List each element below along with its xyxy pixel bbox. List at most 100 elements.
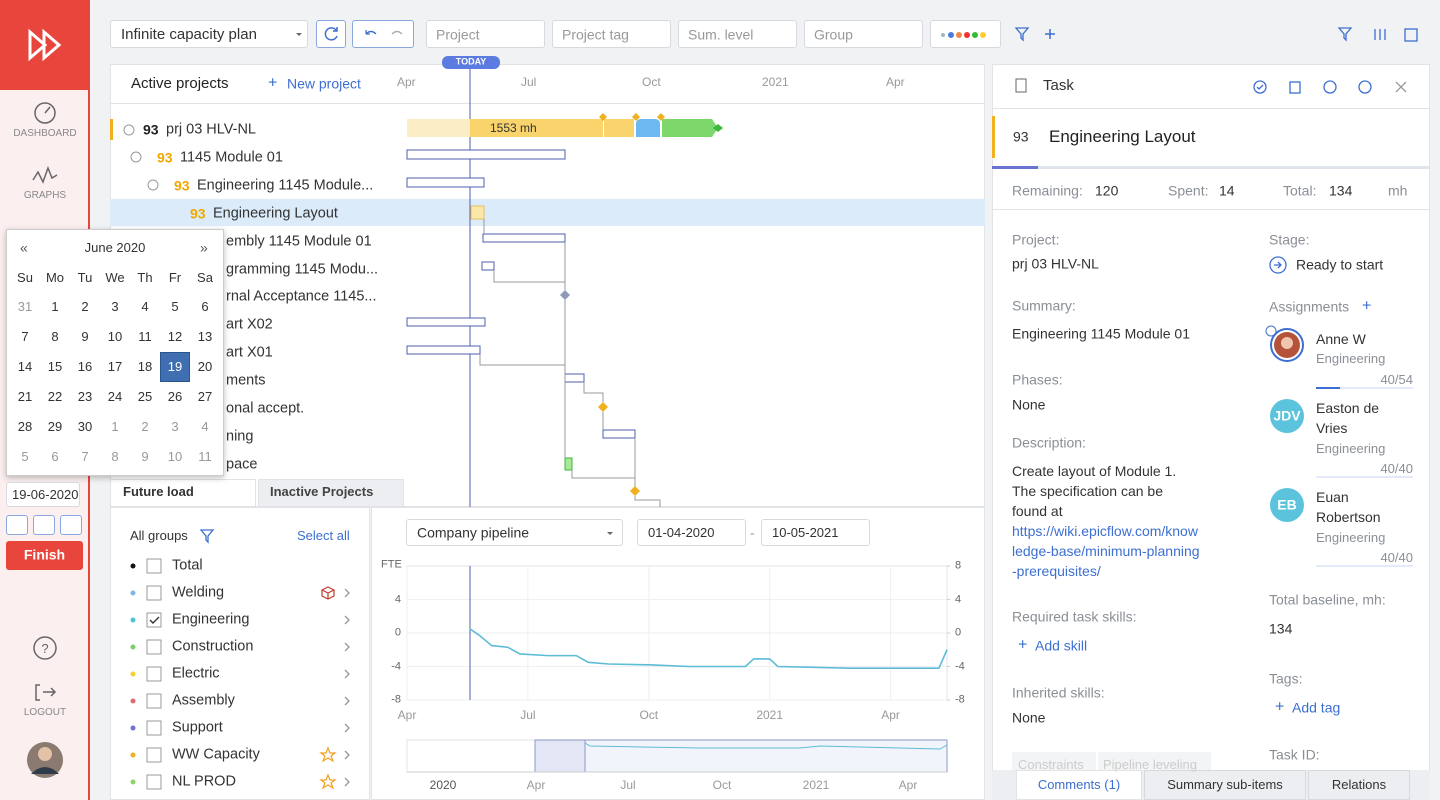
day[interactable]: 9	[81, 329, 89, 345]
day[interactable]: 11	[138, 329, 152, 345]
filter-input[interactable]	[552, 20, 671, 48]
day[interactable]: 31	[17, 299, 33, 315]
date-to[interactable]	[761, 519, 870, 546]
day[interactable]: 21	[17, 389, 33, 405]
filter-input[interactable]	[426, 20, 545, 48]
row-name[interactable]: embly 1145 Module 01	[226, 232, 372, 249]
group-name[interactable]: Assembly	[172, 692, 235, 709]
day[interactable]: 4	[201, 419, 209, 435]
color-filter[interactable]	[930, 20, 1001, 48]
day[interactable]: 17	[107, 359, 123, 375]
filter-input[interactable]	[804, 20, 923, 48]
day[interactable]: 7	[21, 329, 29, 345]
day[interactable]: 2	[141, 419, 149, 435]
day[interactable]: 5	[171, 299, 179, 315]
button[interactable]	[33, 515, 55, 535]
day[interactable]: 26	[167, 389, 183, 405]
day[interactable]: 4	[141, 299, 149, 315]
tab-label[interactable]: Comments (1)	[1037, 777, 1121, 793]
row-name[interactable]: Engineering Layout	[213, 204, 338, 221]
day[interactable]: 3	[111, 299, 119, 315]
row-name[interactable]: 1145 Module 01	[180, 149, 283, 166]
row-name[interactable]: ments	[226, 372, 266, 389]
calendar-prev[interactable]: «	[20, 239, 28, 256]
group-name[interactable]: Electric	[172, 665, 220, 682]
day[interactable]: 30	[77, 419, 93, 435]
date-from-text[interactable]: 01-04-2020	[648, 525, 715, 541]
day[interactable]: 24	[107, 389, 123, 405]
button[interactable]	[60, 515, 82, 535]
tab-label[interactable]: Future load	[123, 484, 194, 500]
day[interactable]: 6	[201, 299, 209, 315]
plus-icon[interactable]: +	[1362, 297, 1372, 315]
day[interactable]: 25	[137, 389, 153, 405]
row-name[interactable]: art X02	[226, 316, 273, 333]
plus-icon[interactable]: +	[1018, 636, 1028, 654]
day[interactable]: 22	[47, 389, 63, 405]
undo-redo[interactable]	[352, 20, 414, 48]
day[interactable]: 10	[107, 329, 123, 345]
nav-item[interactable]: LOGOUT	[23, 707, 67, 718]
date-input[interactable]	[6, 482, 80, 507]
day[interactable]: 3	[171, 419, 179, 435]
day[interactable]: 1	[51, 299, 59, 315]
day[interactable]: 23	[77, 389, 93, 405]
tab-label[interactable]: Inactive Projects	[270, 484, 374, 500]
day[interactable]: 29	[47, 419, 63, 435]
pipeline-text[interactable]: Company pipeline	[417, 524, 530, 541]
day[interactable]: 2	[81, 299, 89, 315]
day[interactable]: 14	[17, 359, 33, 375]
tab-label[interactable]: Summary sub-items	[1167, 777, 1283, 793]
group-name[interactable]: NL PROD	[172, 773, 236, 790]
day[interactable]: 5	[21, 449, 29, 465]
group-name[interactable]: Total	[172, 557, 203, 574]
day[interactable]: 16	[77, 359, 93, 375]
date-to-text[interactable]: 10-05-2021	[772, 525, 839, 541]
group-name[interactable]: Welding	[172, 584, 225, 601]
day[interactable]: 28	[17, 419, 33, 435]
tab[interactable]	[258, 479, 404, 507]
row-name[interactable]: Engineering 1145 Module...	[197, 177, 374, 194]
calendar-next[interactable]: »	[200, 239, 208, 256]
plan-select[interactable]	[110, 20, 308, 48]
tab-label[interactable]: Relations	[1331, 777, 1387, 793]
pipeline-select[interactable]	[406, 519, 623, 546]
row-name[interactable]: prj 03 HLV-NL	[166, 121, 256, 138]
nav-item[interactable]: GRAPHS	[23, 190, 67, 201]
group-name[interactable]: Construction	[172, 638, 254, 655]
tab-active[interactable]	[110, 479, 256, 507]
day[interactable]: 15	[47, 359, 63, 375]
finish-button[interactable]	[6, 541, 83, 570]
row-name[interactable]: onal accept.	[226, 400, 305, 417]
day[interactable]: 6	[51, 449, 59, 465]
description-link[interactable]: https://wiki.epicflow.com/knowledge-base…	[1012, 523, 1200, 579]
day[interactable]: 8	[51, 329, 59, 345]
button[interactable]	[6, 515, 28, 535]
logo[interactable]	[0, 0, 90, 90]
plan-select-text[interactable]: Infinite capacity plan	[121, 26, 257, 43]
tab-active[interactable]	[1016, 770, 1142, 800]
day[interactable]: 7	[81, 449, 89, 465]
plus-icon[interactable]: +	[1275, 698, 1285, 716]
group-name[interactable]: Support	[172, 719, 223, 736]
day[interactable]: 11	[198, 449, 212, 465]
row-name[interactable]: pace	[226, 456, 258, 473]
add-tag[interactable]: Add tag	[1292, 699, 1341, 716]
day[interactable]: 20	[197, 359, 213, 375]
filter-input[interactable]	[678, 20, 797, 48]
date-from[interactable]	[637, 519, 746, 546]
select-all[interactable]: Select all	[297, 528, 350, 544]
plus-icon[interactable]: +	[268, 74, 278, 92]
row-name[interactable]: art X01	[226, 344, 273, 361]
day[interactable]: 18	[137, 359, 153, 375]
row-name[interactable]: rnal Acceptance 1145...	[226, 288, 377, 305]
day[interactable]: 10	[167, 449, 183, 465]
new-project-link[interactable]: New project	[287, 75, 361, 92]
row-name[interactable]: gramming 1145 Modu...	[226, 260, 379, 277]
day[interactable]: 27	[197, 389, 213, 405]
row-name[interactable]: ning	[226, 428, 254, 445]
day[interactable]: 8	[111, 449, 119, 465]
day[interactable]: 19	[167, 359, 183, 375]
add-skill[interactable]: Add skill	[1035, 637, 1088, 654]
day[interactable]: 12	[167, 329, 183, 345]
